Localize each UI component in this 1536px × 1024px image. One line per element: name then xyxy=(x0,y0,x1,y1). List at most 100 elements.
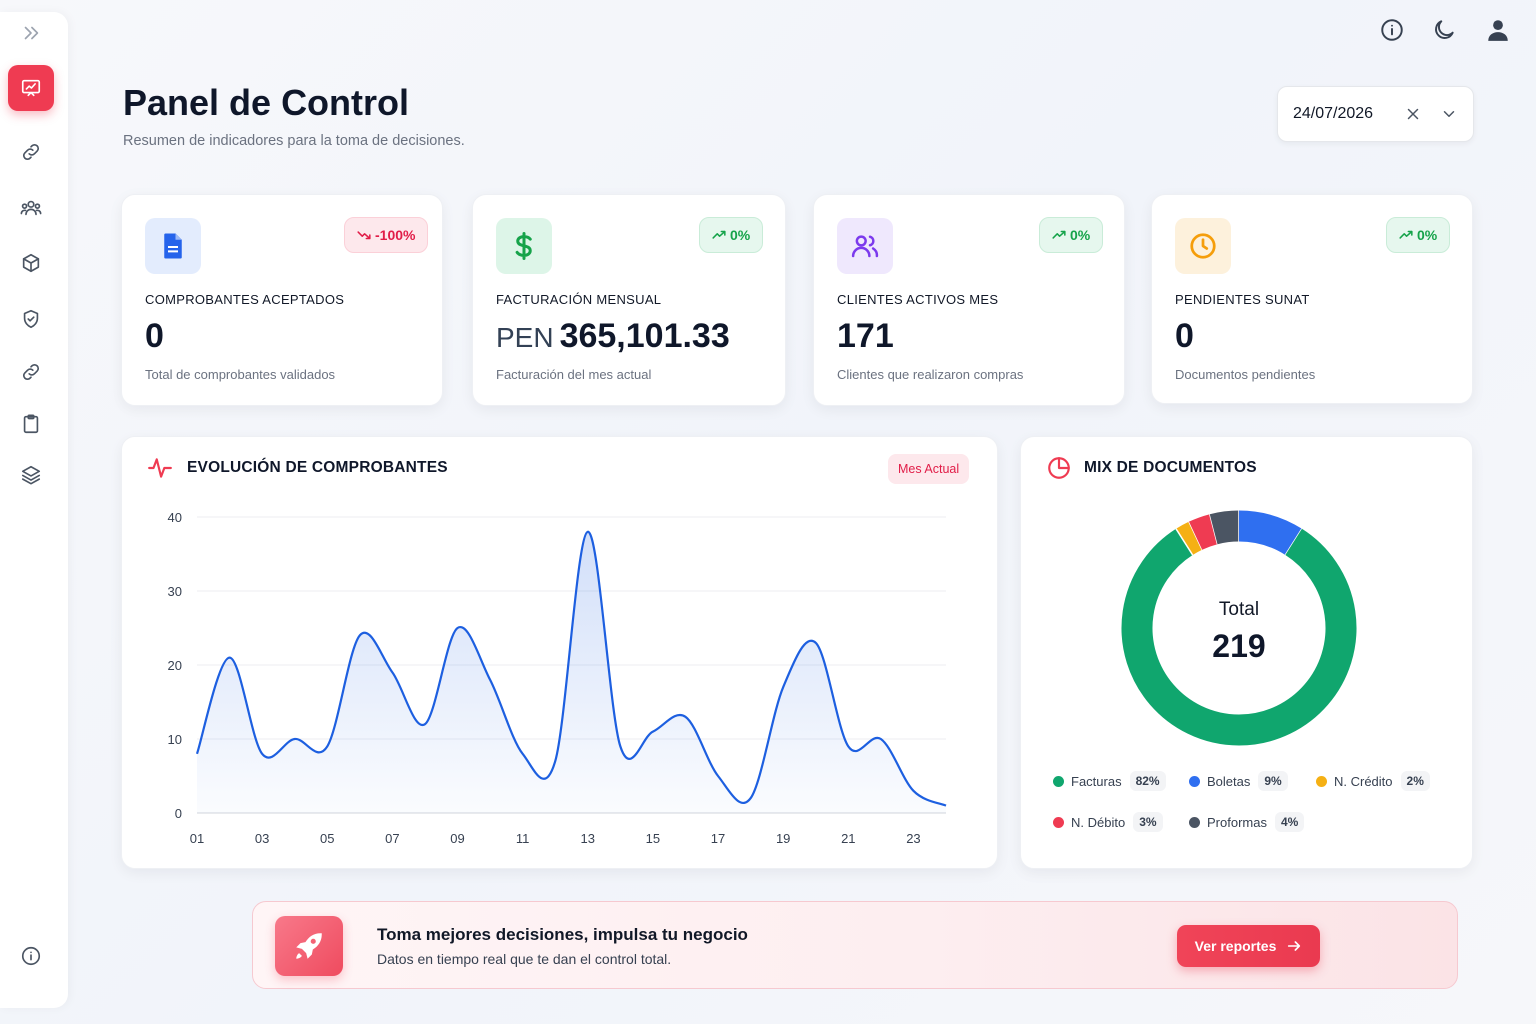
kpi-value: 0 xyxy=(145,317,164,355)
trend-badge: 0% xyxy=(699,217,764,253)
donut-slice-proformas[interactable] xyxy=(1209,510,1240,545)
page-subtitle: Resumen de indicadores para la toma de d… xyxy=(123,133,465,149)
date-value: 24/07/2026 xyxy=(1293,105,1374,122)
trend-down-icon xyxy=(357,231,371,240)
kpi-description: Total de comprobantes validados xyxy=(145,367,336,382)
sidebar-item-products[interactable] xyxy=(8,240,54,286)
kpi-description: Documentos pendientes xyxy=(1175,367,1316,382)
view-reports-button[interactable]: Ver reportes xyxy=(1177,925,1320,967)
slice-separator xyxy=(1175,528,1194,556)
data-point[interactable] xyxy=(191,748,203,760)
legend-label: Facturas xyxy=(1071,773,1122,789)
sidebar-item-links[interactable] xyxy=(8,129,54,175)
data-point[interactable] xyxy=(484,674,496,686)
info-icon[interactable] xyxy=(1379,17,1405,43)
data-point[interactable] xyxy=(517,748,529,760)
legend-item-proformas[interactable]: Proformas 4% xyxy=(1189,812,1305,832)
close-icon[interactable] xyxy=(1404,105,1422,123)
users-icon xyxy=(20,200,42,216)
shield-check-icon xyxy=(23,309,39,329)
link-icon xyxy=(22,143,40,161)
donut-slice-facturas[interactable] xyxy=(1121,528,1357,746)
legend-percent: 4% xyxy=(1274,812,1305,832)
sidebar-info-button[interactable] xyxy=(8,933,54,979)
chevron-down-icon[interactable] xyxy=(1440,105,1458,123)
trend-up-icon xyxy=(1052,230,1066,239)
panel-title: EVOLUCIÓN DE COMPROBANTES xyxy=(187,459,448,476)
data-point[interactable] xyxy=(875,733,887,745)
legend-percent: 3% xyxy=(1133,812,1163,832)
data-point[interactable] xyxy=(907,785,919,797)
kpi-icon-wrap xyxy=(1175,218,1231,274)
data-point[interactable] xyxy=(419,718,431,730)
evolution-chart: 0 10 20 30 40 01 03 05 07 09 11 13 15 17 19 21 23 xyxy=(168,510,952,846)
x-tick-label: 05 xyxy=(320,831,334,846)
mix-panel: MIX DE DOCUMENTOS Total 219 Facturas 82% … xyxy=(1020,436,1473,869)
kpi-card-comprobantes: -100% COMPROBANTES ACEPTADOS 0 Total de … xyxy=(121,194,443,406)
link-icon xyxy=(22,363,40,381)
legend-percent: 9% xyxy=(1258,771,1288,791)
data-point[interactable] xyxy=(810,637,822,649)
x-tick-label: 09 xyxy=(450,831,464,846)
data-point[interactable] xyxy=(679,711,691,723)
kpi-label: FACTURACIÓN MENSUAL xyxy=(496,292,662,307)
moon-icon[interactable] xyxy=(1431,17,1457,43)
arrow-right-icon xyxy=(1288,941,1301,951)
data-point[interactable] xyxy=(712,770,724,782)
slice-separator xyxy=(1284,528,1303,556)
donut-slice-boletas[interactable] xyxy=(1238,510,1302,556)
x-tick-label: 07 xyxy=(385,831,399,846)
kpi-label: PENDIENTES SUNAT xyxy=(1175,292,1310,307)
kpi-description: Facturación del mes actual xyxy=(496,367,652,382)
y-tick-label: 20 xyxy=(168,658,182,673)
sidebar-item-integrations[interactable] xyxy=(8,349,54,395)
data-point[interactable] xyxy=(647,726,659,738)
sidebar xyxy=(0,12,68,1008)
data-point[interactable] xyxy=(614,740,626,752)
date-picker[interactable]: 24/07/2026 xyxy=(1277,86,1474,142)
currency-code: PEN xyxy=(496,322,554,353)
data-point[interactable] xyxy=(289,733,301,745)
legend-label: Boletas xyxy=(1207,773,1251,789)
period-badge[interactable]: Mes Actual xyxy=(888,454,970,484)
x-tick-label: 17 xyxy=(711,831,725,846)
sidebar-item-reports[interactable] xyxy=(8,401,54,447)
banner-title: Toma mejores decisiones, impulsa tu nego… xyxy=(377,925,748,944)
data-point[interactable] xyxy=(842,740,854,752)
sidebar-item-security[interactable] xyxy=(8,296,54,342)
legend-item-nota-credito[interactable]: N. Crédito 2% xyxy=(1316,771,1430,791)
data-point[interactable] xyxy=(354,629,366,641)
sidebar-item-dashboard[interactable] xyxy=(8,65,54,111)
kpi-icon-wrap xyxy=(496,218,552,274)
data-point[interactable] xyxy=(777,681,789,693)
expand-sidebar-icon[interactable] xyxy=(20,22,42,44)
data-point[interactable] xyxy=(321,740,333,752)
clock-icon xyxy=(1190,233,1216,259)
kpi-value: 0 xyxy=(1175,317,1194,355)
data-point[interactable] xyxy=(256,748,268,760)
data-point[interactable] xyxy=(582,526,594,538)
legend-dot xyxy=(1053,775,1064,787)
x-tick-label: 03 xyxy=(255,831,269,846)
data-point[interactable] xyxy=(386,666,398,678)
data-point[interactable] xyxy=(940,800,952,812)
data-point[interactable] xyxy=(452,622,464,634)
legend-item-nota-debito[interactable]: N. Débito 3% xyxy=(1053,812,1163,832)
donut-slice-n-d-bito[interactable] xyxy=(1188,514,1218,550)
donut-slice-n-cr-dito[interactable] xyxy=(1176,521,1203,556)
panel-title: MIX DE DOCUMENTOS xyxy=(1084,459,1257,476)
legend-item-facturas[interactable]: Facturas 82% xyxy=(1053,771,1166,791)
trend-badge: 0% xyxy=(1386,217,1451,253)
sidebar-item-users[interactable] xyxy=(8,185,54,231)
kpi-card-pendientes: 0% PENDIENTES SUNAT 0 Documentos pendien… xyxy=(1151,194,1473,404)
data-point[interactable] xyxy=(549,755,561,767)
kpi-value: PEN 365,101.33 xyxy=(496,317,730,356)
legend-item-boletas[interactable]: Boletas 9% xyxy=(1189,771,1288,791)
documents-donut-chart: Total 219 xyxy=(1121,510,1357,746)
user-icon[interactable] xyxy=(1485,17,1511,43)
sidebar-item-layers[interactable] xyxy=(8,452,54,498)
data-point[interactable] xyxy=(745,792,757,804)
data-point[interactable] xyxy=(224,652,236,664)
trend-value: 0% xyxy=(1070,227,1091,243)
trend-value: -100% xyxy=(375,227,416,243)
